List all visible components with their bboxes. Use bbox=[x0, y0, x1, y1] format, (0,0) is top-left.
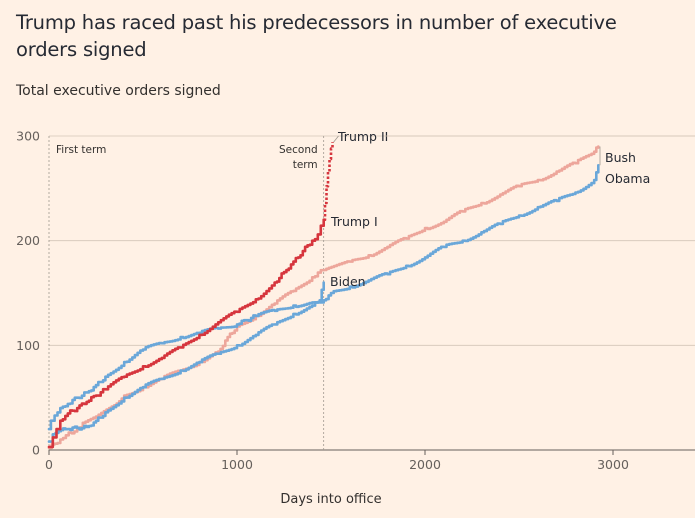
series-line-biden bbox=[47, 281, 325, 431]
y-tick-label: 0 bbox=[32, 443, 40, 458]
series-line-obama bbox=[47, 164, 600, 443]
y-tick-label: 300 bbox=[16, 129, 40, 144]
series-line-bush bbox=[47, 145, 600, 450]
y-tick-label: 200 bbox=[16, 233, 40, 248]
x-axis-label: Days into office bbox=[280, 492, 381, 507]
label-trump-i: Trump I bbox=[330, 214, 378, 229]
leader-trump-ii bbox=[333, 135, 339, 143]
x-tick-label: 2000 bbox=[409, 457, 441, 472]
series-line-trump-ii bbox=[323, 142, 334, 221]
chart-subtitle: Total executive orders signed bbox=[16, 83, 221, 99]
annotation-first-term: First term bbox=[56, 144, 106, 156]
label-bush: Bush bbox=[605, 150, 636, 165]
label-trump-ii: Trump II bbox=[337, 129, 388, 144]
label-biden: Biden bbox=[330, 274, 366, 289]
annotation-second-term: Second term bbox=[279, 144, 318, 171]
chart-title: Trump has raced past his predecessors in… bbox=[16, 11, 617, 61]
label-obama: Obama bbox=[605, 171, 650, 186]
x-tick-label: 1000 bbox=[221, 457, 253, 472]
x-tick-label: 0 bbox=[45, 457, 53, 472]
y-tick-label: 100 bbox=[16, 338, 40, 353]
series-line-trump-i bbox=[47, 218, 325, 449]
x-tick-label: 3000 bbox=[597, 457, 629, 472]
